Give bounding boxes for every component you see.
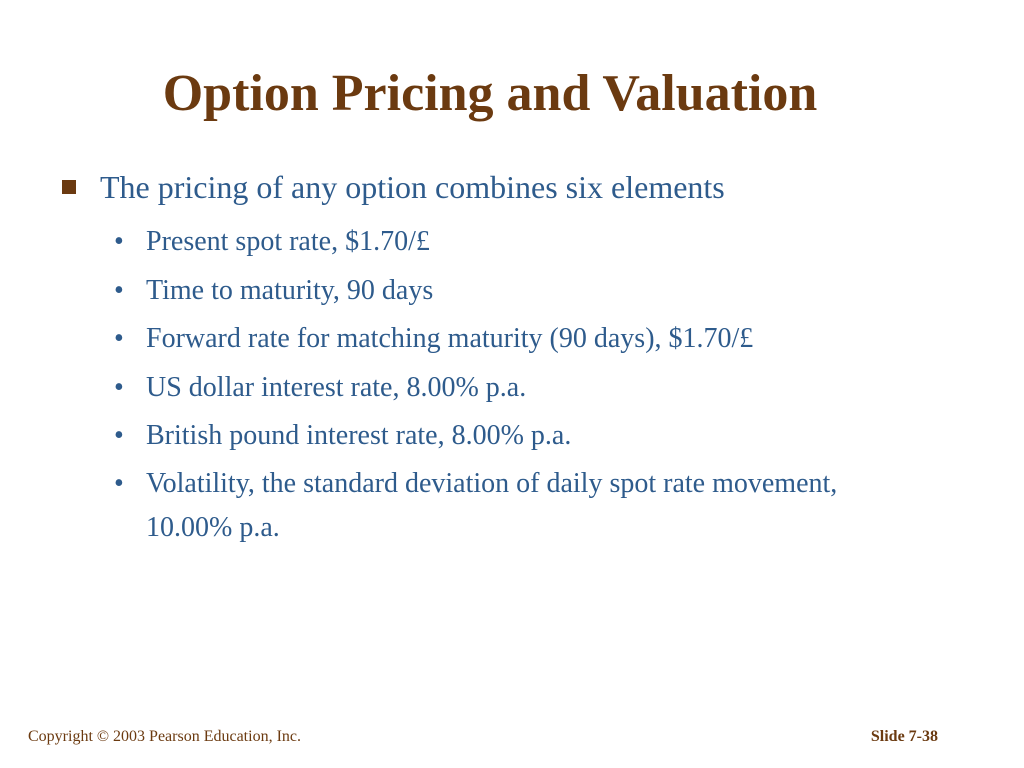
list-item-text: Time to maturity, 90 days xyxy=(146,274,434,306)
dot-bullet-icon: • xyxy=(114,371,124,403)
main-bullet-point: The pricing of any option combines six e… xyxy=(62,168,992,206)
list-item-text: Volatility, the standard deviation of da… xyxy=(146,468,838,543)
slide-footer: Copyright © 2003 Pearson Education, Inc.… xyxy=(28,728,938,746)
copyright-notice: Copyright © 2003 Pearson Education, Inc. xyxy=(28,728,301,745)
dot-bullet-icon: • xyxy=(114,468,124,500)
dot-bullet-icon: • xyxy=(114,274,124,306)
slide-content: The pricing of any option combines six e… xyxy=(62,168,992,554)
square-bullet-icon xyxy=(62,180,76,194)
list-item: • Forward rate for matching maturity (90… xyxy=(114,317,992,360)
list-item-text: British pound interest rate, 8.00% p.a. xyxy=(146,419,572,451)
dot-bullet-icon: • xyxy=(114,419,124,451)
list-item-text: US dollar interest rate, 8.00% p.a. xyxy=(146,371,527,403)
slide-title: Option Pricing and Valuation xyxy=(0,64,1024,124)
slide-number: Slide 7-38 xyxy=(870,728,938,745)
dot-bullet-icon: • xyxy=(114,323,124,355)
dot-bullet-icon: • xyxy=(114,226,124,258)
list-item: • Time to maturity, 90 days xyxy=(114,269,992,312)
list-item: • British pound interest rate, 8.00% p.a… xyxy=(114,414,992,457)
list-item-text: Forward rate for matching maturity (90 d… xyxy=(146,323,754,355)
slide-title-text: Option Pricing and Valuation xyxy=(162,65,818,122)
main-bullet-text: The pricing of any option combines six e… xyxy=(100,169,725,205)
list-item: • US dollar interest rate, 8.00% p.a. xyxy=(114,366,992,409)
list-item-text: Present spot rate, $1.70/£ xyxy=(146,226,430,258)
option-elements-list: • Present spot rate, $1.70/£ • Time to m… xyxy=(114,220,992,549)
list-item: • Volatility, the standard deviation of … xyxy=(114,462,992,549)
list-item: • Present spot rate, $1.70/£ xyxy=(114,220,992,263)
